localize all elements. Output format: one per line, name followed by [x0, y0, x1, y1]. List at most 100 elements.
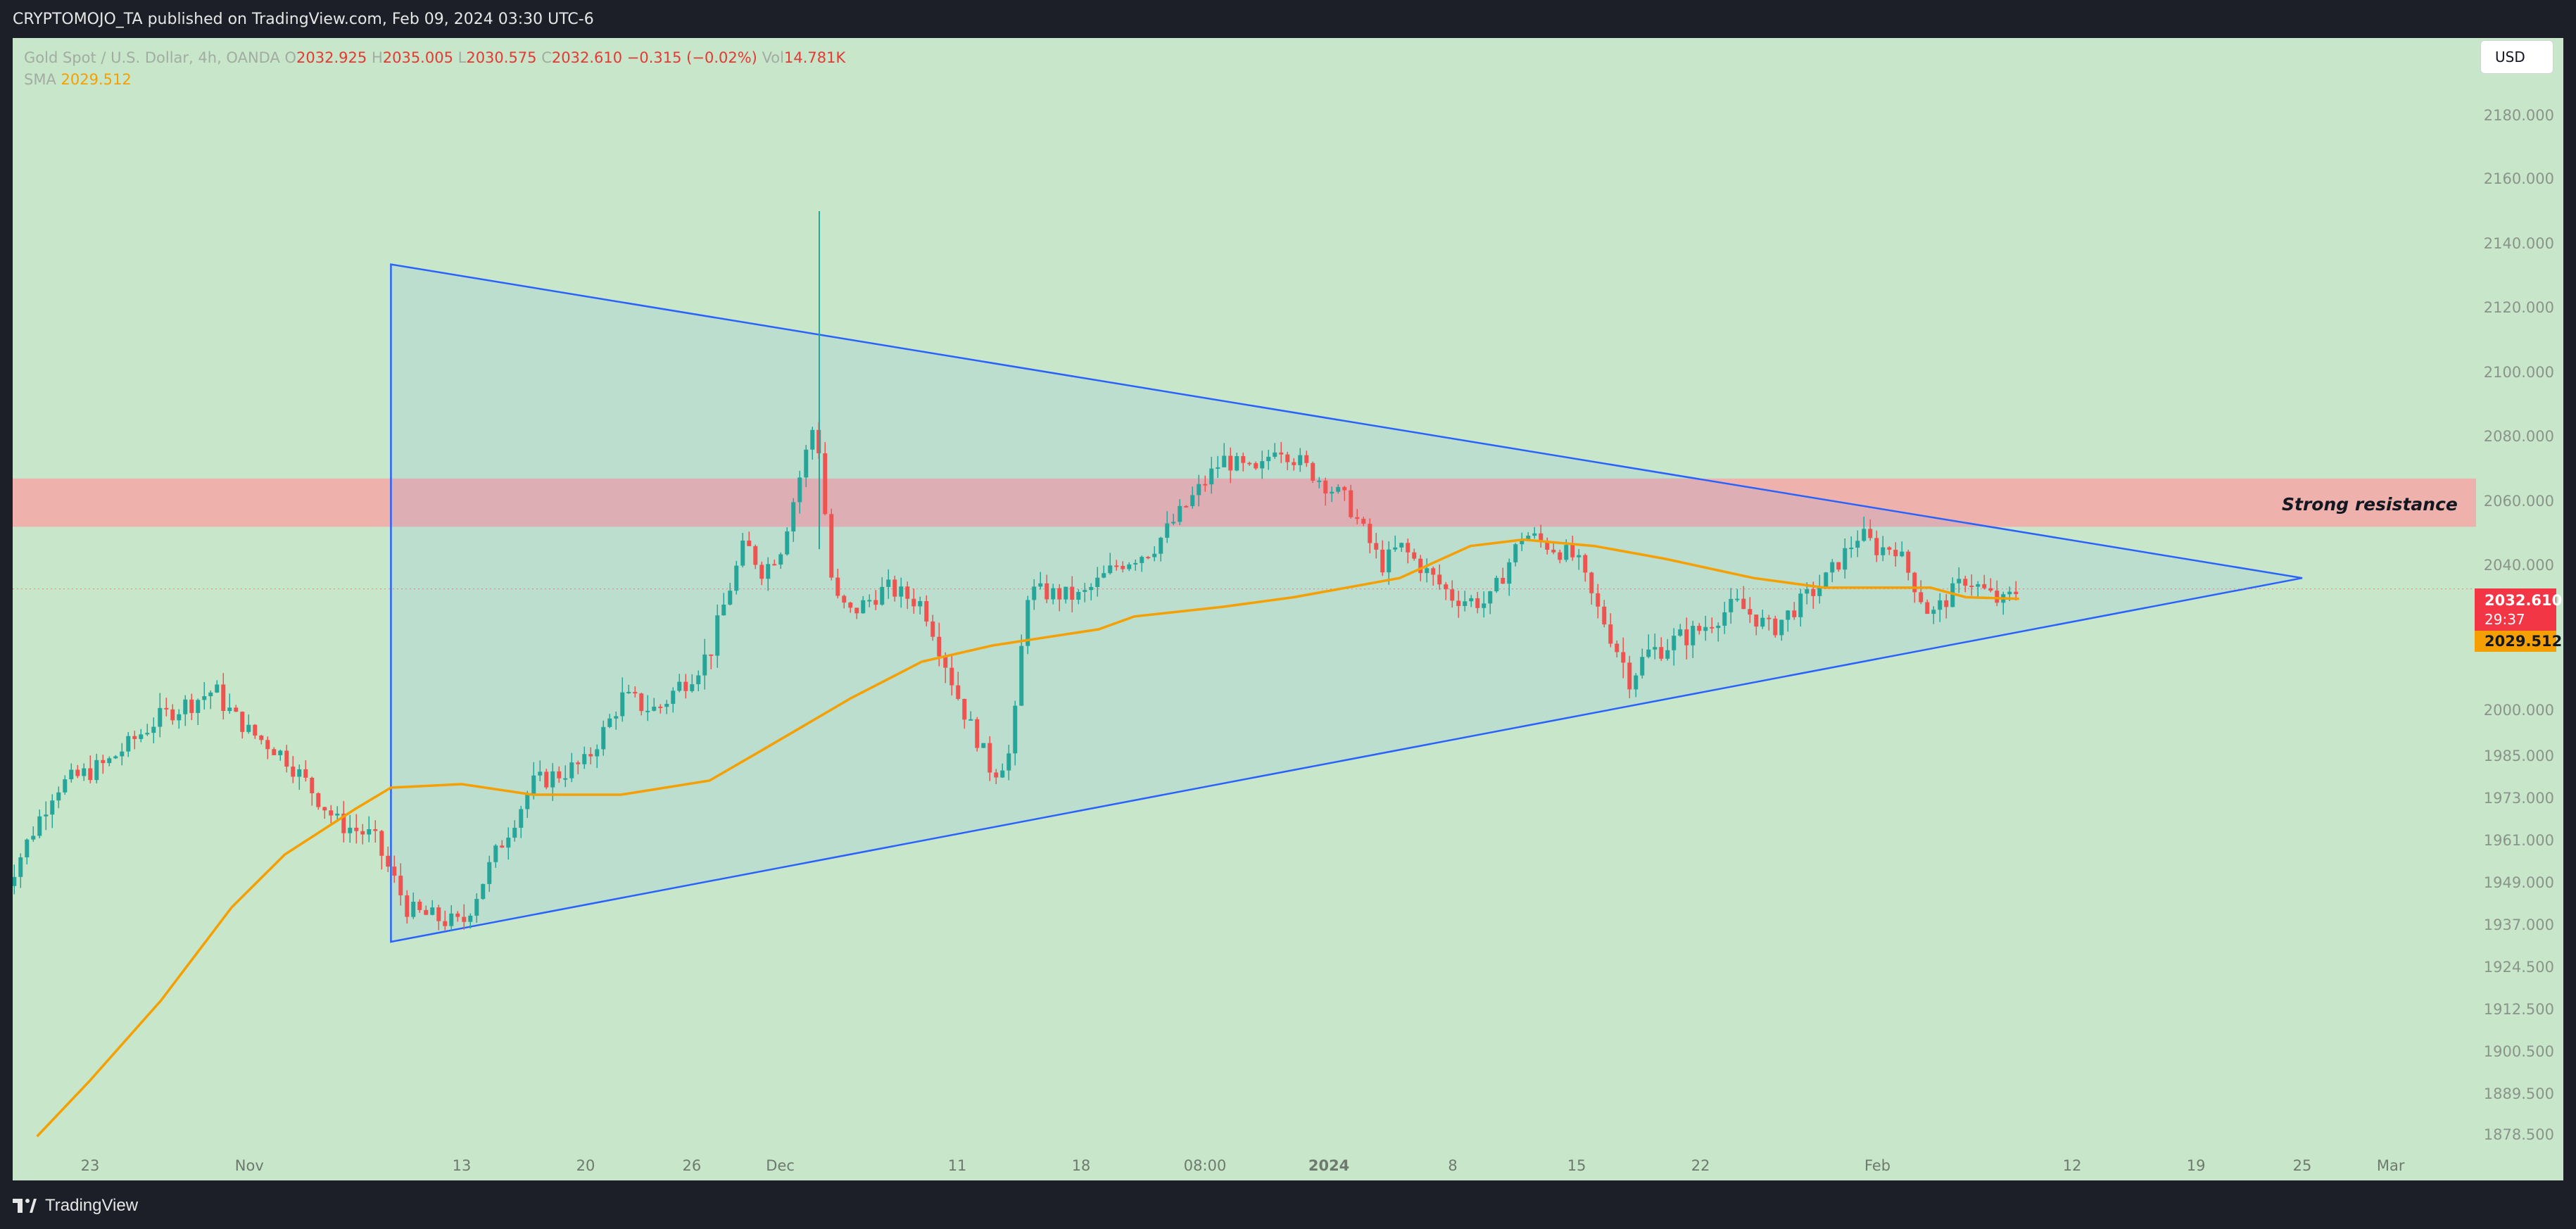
candle-body: [1355, 517, 1360, 519]
candle-body: [1158, 537, 1163, 554]
x-tick-label: 13: [453, 1157, 472, 1174]
candle-body: [531, 775, 536, 795]
footer-bar: TradingView: [0, 1180, 2576, 1229]
candle-body: [1703, 626, 1708, 631]
candle-body: [1957, 579, 1962, 584]
candle-body: [1076, 591, 1081, 600]
candle-body: [1146, 557, 1151, 559]
candle-body: [1101, 573, 1106, 578]
candle-body: [18, 857, 23, 877]
candle-body: [462, 916, 467, 922]
candle-body: [164, 707, 169, 710]
chart-legend: Gold Spot / U.S. Dollar, 4h, OANDA O2032…: [24, 47, 845, 91]
candle-body: [1551, 549, 1556, 553]
candle-body: [379, 831, 384, 856]
triangle-pattern: [390, 263, 2303, 943]
candle-body: [2007, 591, 2012, 595]
x-tick-label: 20: [576, 1157, 595, 1174]
candle-body: [715, 615, 720, 656]
x-tick-label: 2024: [1308, 1157, 1349, 1174]
candle-body: [1120, 565, 1125, 569]
candle-body: [1646, 649, 1651, 657]
candle-body: [740, 540, 745, 566]
sma-value: 2029.512: [61, 71, 132, 88]
candle-body: [259, 735, 264, 740]
candle-body: [1684, 629, 1689, 645]
candle-body: [842, 595, 847, 603]
candle-body: [2014, 591, 2019, 594]
candle-body: [367, 828, 372, 835]
candle-body: [1735, 598, 1740, 600]
candle-body: [126, 736, 131, 752]
candle-body: [1558, 552, 1562, 560]
ohlc-legend-row: Gold Spot / U.S. Dollar, 4h, OANDA O2032…: [24, 47, 845, 69]
chart-svg[interactable]: 2180.000 2160.000 2140.000 2120.000 2100.000…: [13, 38, 2563, 1180]
candle-body: [1387, 549, 1391, 573]
sma-label[interactable]: SMA: [24, 71, 56, 88]
candle-body: [791, 502, 796, 531]
candle-body: [753, 546, 758, 565]
candle-body: [329, 810, 334, 816]
publisher-line: CRYPTOMOJO_TA published on TradingView.c…: [13, 11, 594, 28]
candle-body: [1729, 598, 1734, 612]
candle-body: [1874, 538, 1879, 555]
candle-body: [1887, 547, 1892, 550]
candle-body: [1475, 598, 1480, 608]
candle-body: [1760, 617, 1765, 627]
candle-body: [1570, 545, 1575, 557]
candle-body: [417, 902, 422, 910]
candle-body: [1722, 612, 1727, 626]
candle-body: [284, 750, 289, 767]
candle-body: [398, 876, 403, 896]
candle-body: [1900, 551, 1905, 557]
currency-button[interactable]: USD: [2480, 40, 2553, 74]
candle-body: [854, 607, 859, 614]
candle-body: [1038, 583, 1043, 587]
candle-body: [132, 736, 137, 739]
candle-body: [322, 807, 327, 811]
candle-body: [1393, 547, 1398, 550]
candle-body: [1716, 625, 1721, 629]
candle-body: [44, 814, 49, 817]
candle-body: [1501, 577, 1505, 584]
candle-body: [1082, 590, 1087, 592]
sma-price-tag: 2029.512: [2475, 631, 2562, 652]
candle-body: [848, 603, 853, 608]
candle-body: [1596, 593, 1600, 607]
volume-value: 14.781K: [783, 49, 846, 66]
candle-body: [354, 827, 359, 831]
candle-body: [1235, 456, 1239, 471]
candle-body: [246, 724, 251, 732]
candle-body: [1304, 455, 1309, 463]
candle-body: [582, 754, 587, 764]
candle-body: [1963, 579, 1968, 586]
candle-body: [1469, 598, 1474, 602]
candle-body: [538, 771, 543, 776]
candle-body: [1247, 462, 1252, 465]
candle-body: [835, 577, 840, 596]
candle-body: [956, 685, 961, 699]
x-tick-label: Mar: [2377, 1157, 2405, 1174]
candle-body: [31, 836, 36, 840]
low-value: 2030.575: [466, 49, 537, 66]
resistance-annotation[interactable]: Strong resistance: [2282, 494, 2458, 515]
symbol-label[interactable]: Gold Spot / U.S. Dollar, 4h, OANDA: [24, 49, 280, 66]
tradingview-logo[interactable]: TradingView: [13, 1196, 138, 1216]
candle-body: [360, 831, 365, 835]
candle-body: [1982, 584, 1987, 588]
candle-body: [56, 792, 61, 801]
candle-body: [253, 724, 258, 736]
y-tick-label: 1973.000: [2484, 790, 2554, 807]
candle-body: [810, 429, 815, 450]
candle-body: [1931, 610, 1936, 614]
candle-body: [145, 733, 150, 735]
candle-body: [1830, 562, 1835, 573]
candle-body: [139, 734, 144, 739]
candle-body: [519, 809, 524, 828]
chart-area[interactable]: 2180.000 2160.000 2140.000 2120.000 2100.000…: [13, 38, 2563, 1180]
candle-body: [1893, 549, 1898, 557]
last-price-tag: 2032.610 29:37: [2475, 588, 2562, 631]
candle-body: [1488, 591, 1493, 604]
candle-body: [1659, 647, 1664, 659]
candle-body: [1767, 617, 1772, 619]
